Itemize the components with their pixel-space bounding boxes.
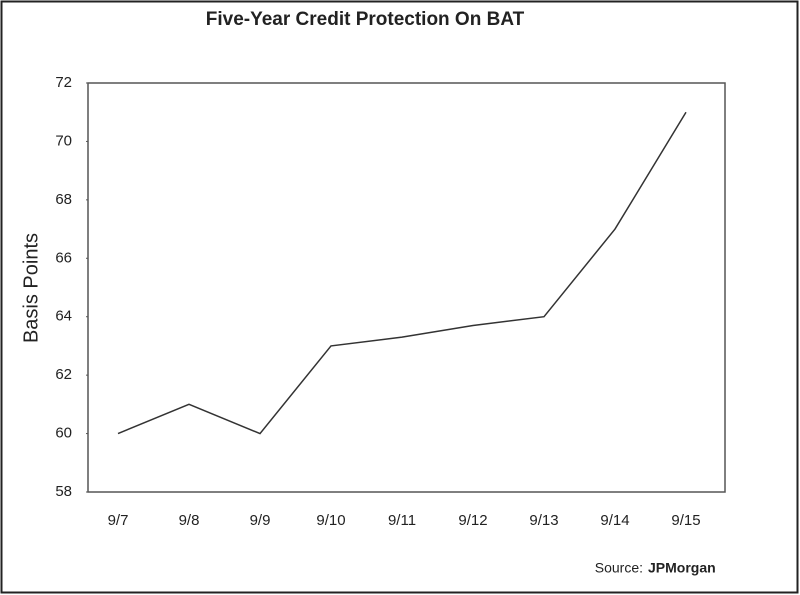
x-tick-label: 9/15 xyxy=(671,512,700,529)
y-tick-label: 64 xyxy=(55,308,72,325)
x-tick-label: 9/8 xyxy=(179,512,200,529)
x-tick-label: 9/11 xyxy=(388,512,416,529)
x-tick-label: 9/14 xyxy=(600,512,629,529)
x-tick-label: 9/13 xyxy=(529,512,558,529)
y-tick-label: 66 xyxy=(55,249,72,266)
chart-title: Five-Year Credit Protection On BAT xyxy=(206,9,525,30)
y-tick-label: 70 xyxy=(55,132,72,149)
x-tick-label: 9/10 xyxy=(316,512,345,529)
y-tick-label: 62 xyxy=(55,366,72,383)
plot-area xyxy=(87,82,726,493)
x-tick-label: 9/9 xyxy=(250,512,271,529)
source-label: Source: xyxy=(595,560,643,576)
data-line xyxy=(117,111,687,435)
y-tick-label: 68 xyxy=(55,191,72,208)
y-tick-label: 58 xyxy=(55,483,72,500)
y-tick-label: 72 xyxy=(55,74,72,91)
y-tick-label: 60 xyxy=(55,425,72,442)
x-tick-label: 9/7 xyxy=(108,512,129,529)
x-tick-label: 9/12 xyxy=(458,512,487,529)
source: JPMorgan xyxy=(648,560,716,576)
y-axis-label: Basis Points xyxy=(20,233,42,343)
